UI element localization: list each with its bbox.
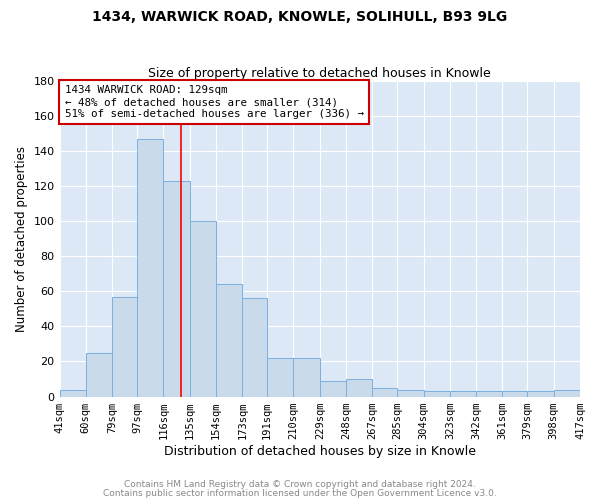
Bar: [163, 180, 190, 396]
Bar: [59, 390, 86, 396]
Text: 1434 WARWICK ROAD: 129sqm
← 48% of detached houses are smaller (314)
51% of semi: 1434 WARWICK ROAD: 129sqm ← 48% of detac…: [65, 86, 364, 118]
Bar: [476, 392, 502, 396]
Bar: [346, 379, 373, 396]
Bar: [424, 392, 450, 396]
Bar: [242, 298, 267, 396]
Bar: [86, 352, 112, 397]
Bar: [502, 392, 527, 396]
Text: Contains public sector information licensed under the Open Government Licence v3: Contains public sector information licen…: [103, 488, 497, 498]
Bar: [112, 296, 137, 396]
Bar: [554, 390, 580, 396]
Bar: [137, 138, 163, 396]
Bar: [373, 388, 397, 396]
Bar: [216, 284, 242, 397]
Y-axis label: Number of detached properties: Number of detached properties: [15, 146, 28, 332]
Bar: [450, 392, 476, 396]
Title: Size of property relative to detached houses in Knowle: Size of property relative to detached ho…: [148, 66, 491, 80]
Bar: [190, 221, 216, 396]
Text: Contains HM Land Registry data © Crown copyright and database right 2024.: Contains HM Land Registry data © Crown c…: [124, 480, 476, 489]
Bar: [293, 358, 320, 397]
Bar: [267, 358, 293, 397]
Bar: [397, 390, 424, 396]
Bar: [320, 381, 346, 396]
Bar: [527, 392, 554, 396]
X-axis label: Distribution of detached houses by size in Knowle: Distribution of detached houses by size …: [164, 444, 476, 458]
Text: 1434, WARWICK ROAD, KNOWLE, SOLIHULL, B93 9LG: 1434, WARWICK ROAD, KNOWLE, SOLIHULL, B9…: [92, 10, 508, 24]
